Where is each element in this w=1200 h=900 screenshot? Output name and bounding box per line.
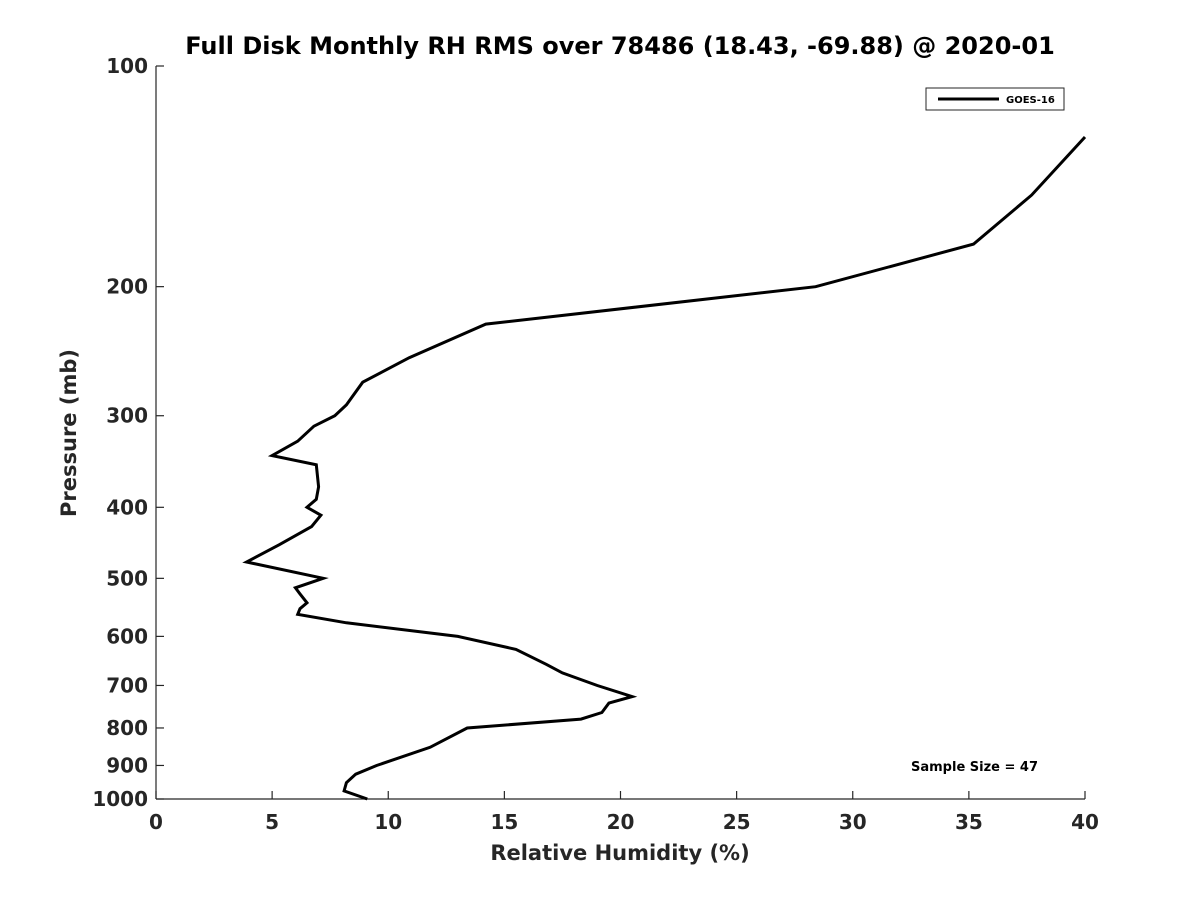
x-tick-label: 30 (839, 810, 867, 834)
x-tick-label: 20 (607, 810, 635, 834)
legend-entry-goes-16: GOES-16 (1006, 95, 1055, 106)
x-tick-label: 5 (265, 810, 279, 834)
y-tick-label: 700 (106, 673, 148, 697)
x-axis-label: Relative Humidity (%) (490, 841, 749, 865)
y-ticks: 100 200 300 400 500 600 700 800 900 1000 (92, 54, 164, 811)
y-tick-label: 200 (106, 275, 148, 299)
series-line-goes-16 (242, 135, 1087, 801)
y-tick-label: 600 (106, 624, 148, 648)
sample-size-annotation: Sample Size = 47 (911, 760, 1038, 775)
x-tick-label: 35 (955, 810, 983, 834)
y-tick-label: 500 (106, 566, 148, 590)
y-tick-label: 800 (106, 716, 148, 740)
y-axis-label: Pressure (mb) (57, 349, 81, 517)
x-tick-label: 15 (490, 810, 518, 834)
y-tick-label: 900 (106, 753, 148, 777)
x-tick-label: 40 (1071, 810, 1099, 834)
y-tick-label: 1000 (92, 787, 148, 811)
y-tick-label: 100 (106, 54, 148, 78)
y-tick-label: 400 (106, 495, 148, 519)
chart-title: Full Disk Monthly RH RMS over 78486 (18.… (185, 32, 1055, 60)
x-ticks: 0 5 10 15 20 25 30 35 40 (149, 791, 1099, 834)
y-tick-label: 300 (106, 404, 148, 428)
x-tick-label: 25 (723, 810, 751, 834)
x-tick-label: 10 (374, 810, 402, 834)
x-tick-label: 0 (149, 810, 163, 834)
legend: GOES-16 (925, 87, 1065, 111)
